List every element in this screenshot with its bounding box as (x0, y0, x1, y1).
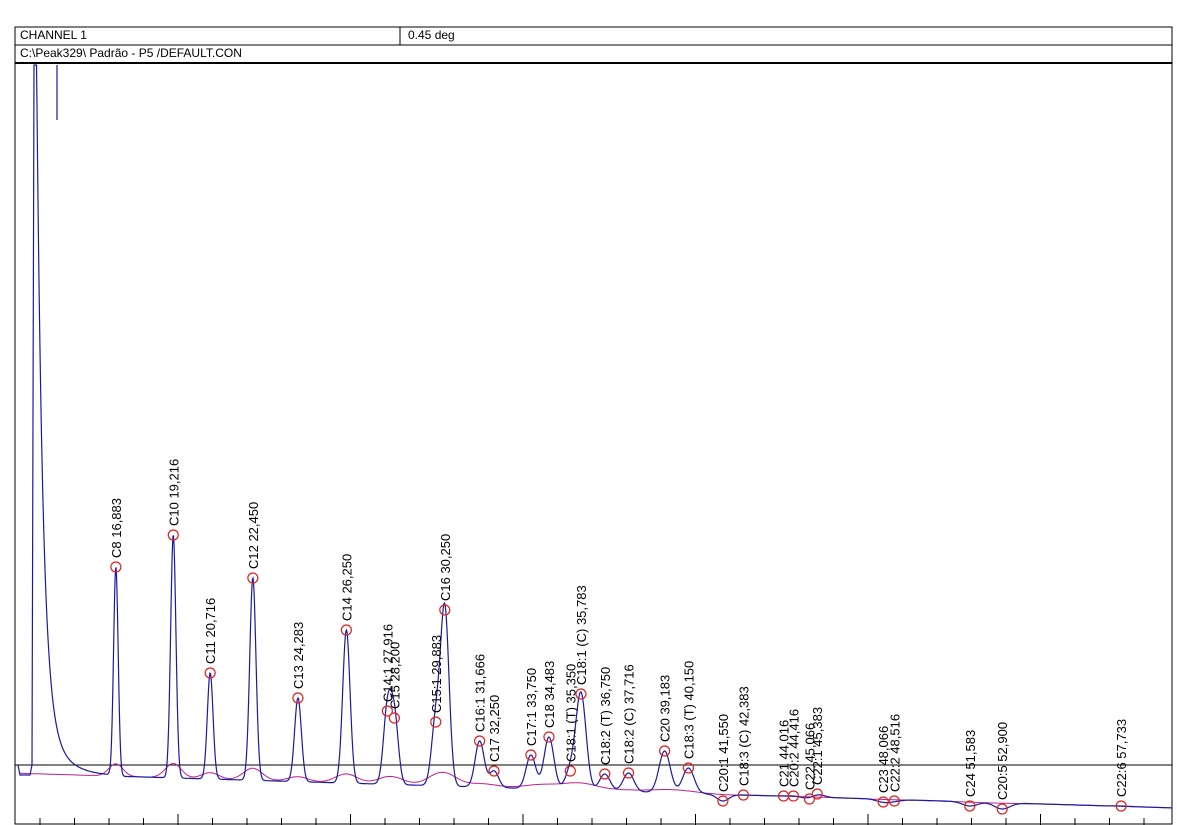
peak-label: C20:5 52,900 (995, 722, 1010, 800)
peak-label: C21 44,016 (777, 720, 792, 787)
peak-label: C14 26,250 (339, 554, 354, 621)
peak-label: C15 28,200 (387, 642, 402, 709)
peak-marker (888, 795, 900, 807)
peak-label: C14:1 27,916 (380, 624, 395, 702)
peak-marker (439, 604, 451, 616)
peak-label: C20:2 44,416 (786, 709, 801, 787)
peak-marker (682, 762, 695, 774)
peak-marker (430, 716, 442, 728)
peak-marker (340, 624, 352, 636)
peak-label: C10 19,216 (166, 459, 181, 526)
peak-marker (964, 800, 976, 812)
peak-marker (996, 803, 1008, 815)
peak-label: C22 45,066 (802, 723, 817, 790)
peak-label: C18:2 (C) 37,716 (622, 664, 637, 764)
peak-label: C18:3 (T) 40,150 (681, 661, 696, 759)
peak-marker (564, 765, 576, 777)
peak-label: C20:1 41,550 (716, 714, 731, 792)
peak-marker (811, 788, 823, 800)
peak-marker (388, 712, 400, 724)
peak-marker (717, 795, 729, 807)
scale: 0.45 deg (408, 28, 455, 42)
peak-marker (803, 793, 816, 805)
peak-label: C22:6 57,733 (1114, 719, 1129, 797)
frame (14, 26, 1173, 825)
peak-label: C11 20,716 (203, 598, 218, 664)
peak-label: C24 51,583 (963, 730, 978, 797)
peak-marker (247, 572, 259, 584)
peak-label: C23 48,066 (876, 726, 891, 793)
peak-marker (622, 767, 635, 779)
peak-marker (525, 749, 537, 761)
peak-label: C18 34,483 (542, 661, 557, 728)
peak-marker (787, 790, 800, 802)
peak-label: C22:2 48,516 (887, 714, 902, 792)
peak-label: C18:3 (C) 42,383 (736, 686, 751, 786)
peak-marker (659, 745, 671, 757)
peak-label: C16:1 31,666 (473, 654, 488, 732)
peak-label: C22:1 45,383 (810, 707, 825, 785)
peak-label: C18:1 (T) 35,350 (563, 664, 578, 762)
peak-marker (877, 796, 889, 808)
peak-label: C17 32,250 (487, 695, 502, 762)
peak-marker (575, 688, 587, 700)
peak-marker (204, 667, 216, 679)
peak-label: C8 16,883 (109, 498, 124, 558)
peak-label: C16 30,250 (438, 534, 453, 601)
peak-marker (543, 731, 555, 743)
channel: CHANNEL 1 (20, 28, 87, 42)
peak-label: C18:1 (C) 35,783 (574, 585, 589, 685)
file-path: C:\Peak329\ Padrão - P5 /DEFAULT.CON (20, 46, 242, 60)
peak-marker (1115, 800, 1127, 812)
peak-marker (474, 735, 486, 747)
trace (17, 64, 1173, 810)
peak-label: C15:1 29,883 (429, 635, 444, 713)
peak-label: C13 24,283 (291, 622, 306, 689)
peak-marker (167, 529, 179, 541)
peak-label: C18:2 (T) 36,750 (598, 667, 613, 765)
peak-marker (488, 765, 500, 777)
peak-marker (381, 705, 393, 717)
peak-label: C20 39,183 (658, 675, 673, 742)
peak-marker (292, 692, 304, 704)
peak-label: C17:1 33,750 (524, 668, 539, 746)
peak-marker (599, 768, 611, 780)
peak-marker (110, 561, 122, 573)
peak-label: C12 22,450 (246, 502, 261, 569)
peak-marker (737, 789, 749, 801)
